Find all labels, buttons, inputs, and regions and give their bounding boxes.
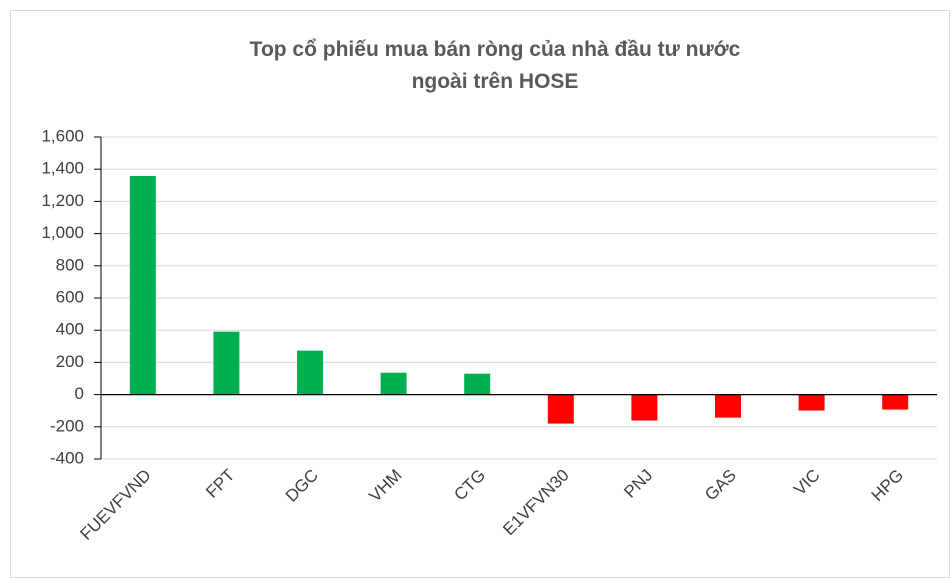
x-tick-label: FUEVFVND xyxy=(77,466,155,544)
y-tick-label: 1,600 xyxy=(41,126,84,145)
bar xyxy=(464,373,491,395)
y-tick-label: 1,200 xyxy=(41,191,84,210)
x-tick-label: VIC xyxy=(790,466,823,499)
y-tick-label: 800 xyxy=(56,255,84,274)
y-tick-label: 200 xyxy=(56,352,84,371)
y-tick-label: 0 xyxy=(75,384,84,403)
y-tick-label: -200 xyxy=(50,416,84,435)
bar xyxy=(380,372,407,395)
x-tick-label: GAS xyxy=(701,466,740,505)
bar xyxy=(297,350,323,395)
bar xyxy=(882,394,909,410)
y-tick-label: 400 xyxy=(56,320,84,339)
bar xyxy=(798,394,825,411)
x-tick-label: DGC xyxy=(282,466,322,506)
chart-frame xyxy=(10,10,950,578)
x-tick-label: E1VFVN30 xyxy=(499,466,573,540)
y-tick-label: -400 xyxy=(50,448,84,467)
y-tick-label: 600 xyxy=(56,287,84,306)
bar xyxy=(715,394,741,418)
bar xyxy=(547,394,574,424)
x-tick-label: PNJ xyxy=(620,466,656,502)
y-tick-label: 1,400 xyxy=(41,159,84,178)
x-tick-label: CTG xyxy=(450,466,489,505)
bar xyxy=(213,331,240,395)
x-tick-label: VHM xyxy=(365,466,405,506)
bar xyxy=(129,175,156,395)
x-tick-label: FPT xyxy=(202,466,238,502)
y-tick-label: 1,000 xyxy=(41,223,84,242)
bar xyxy=(631,394,658,421)
x-tick-label: HPG xyxy=(868,466,907,505)
chart-title: Top cổ phiếu mua bán ròng của nhà đầu tư… xyxy=(249,38,741,93)
